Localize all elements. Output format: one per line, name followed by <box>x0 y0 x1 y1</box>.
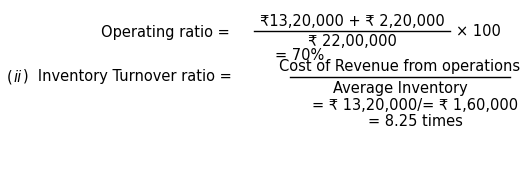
Text: Average Inventory: Average Inventory <box>333 80 467 95</box>
Text: ii: ii <box>13 69 21 84</box>
Text: = ₹ 13,20,000/= ₹ 1,60,000: = ₹ 13,20,000/= ₹ 1,60,000 <box>312 98 518 113</box>
Text: = 70%: = 70% <box>276 49 325 64</box>
Text: )  Inventory Turnover ratio =: ) Inventory Turnover ratio = <box>23 69 232 84</box>
Text: ₹ 22,00,000: ₹ 22,00,000 <box>308 34 397 50</box>
Text: ₹13,20,000 + ₹ 2,20,000: ₹13,20,000 + ₹ 2,20,000 <box>260 14 445 29</box>
Text: × 100: × 100 <box>456 25 501 40</box>
Text: = 8.25 times: = 8.25 times <box>367 114 463 128</box>
Text: (: ( <box>7 69 13 84</box>
Text: Cost of Revenue from operations: Cost of Revenue from operations <box>279 59 521 75</box>
Text: Operating ratio =: Operating ratio = <box>101 25 230 40</box>
